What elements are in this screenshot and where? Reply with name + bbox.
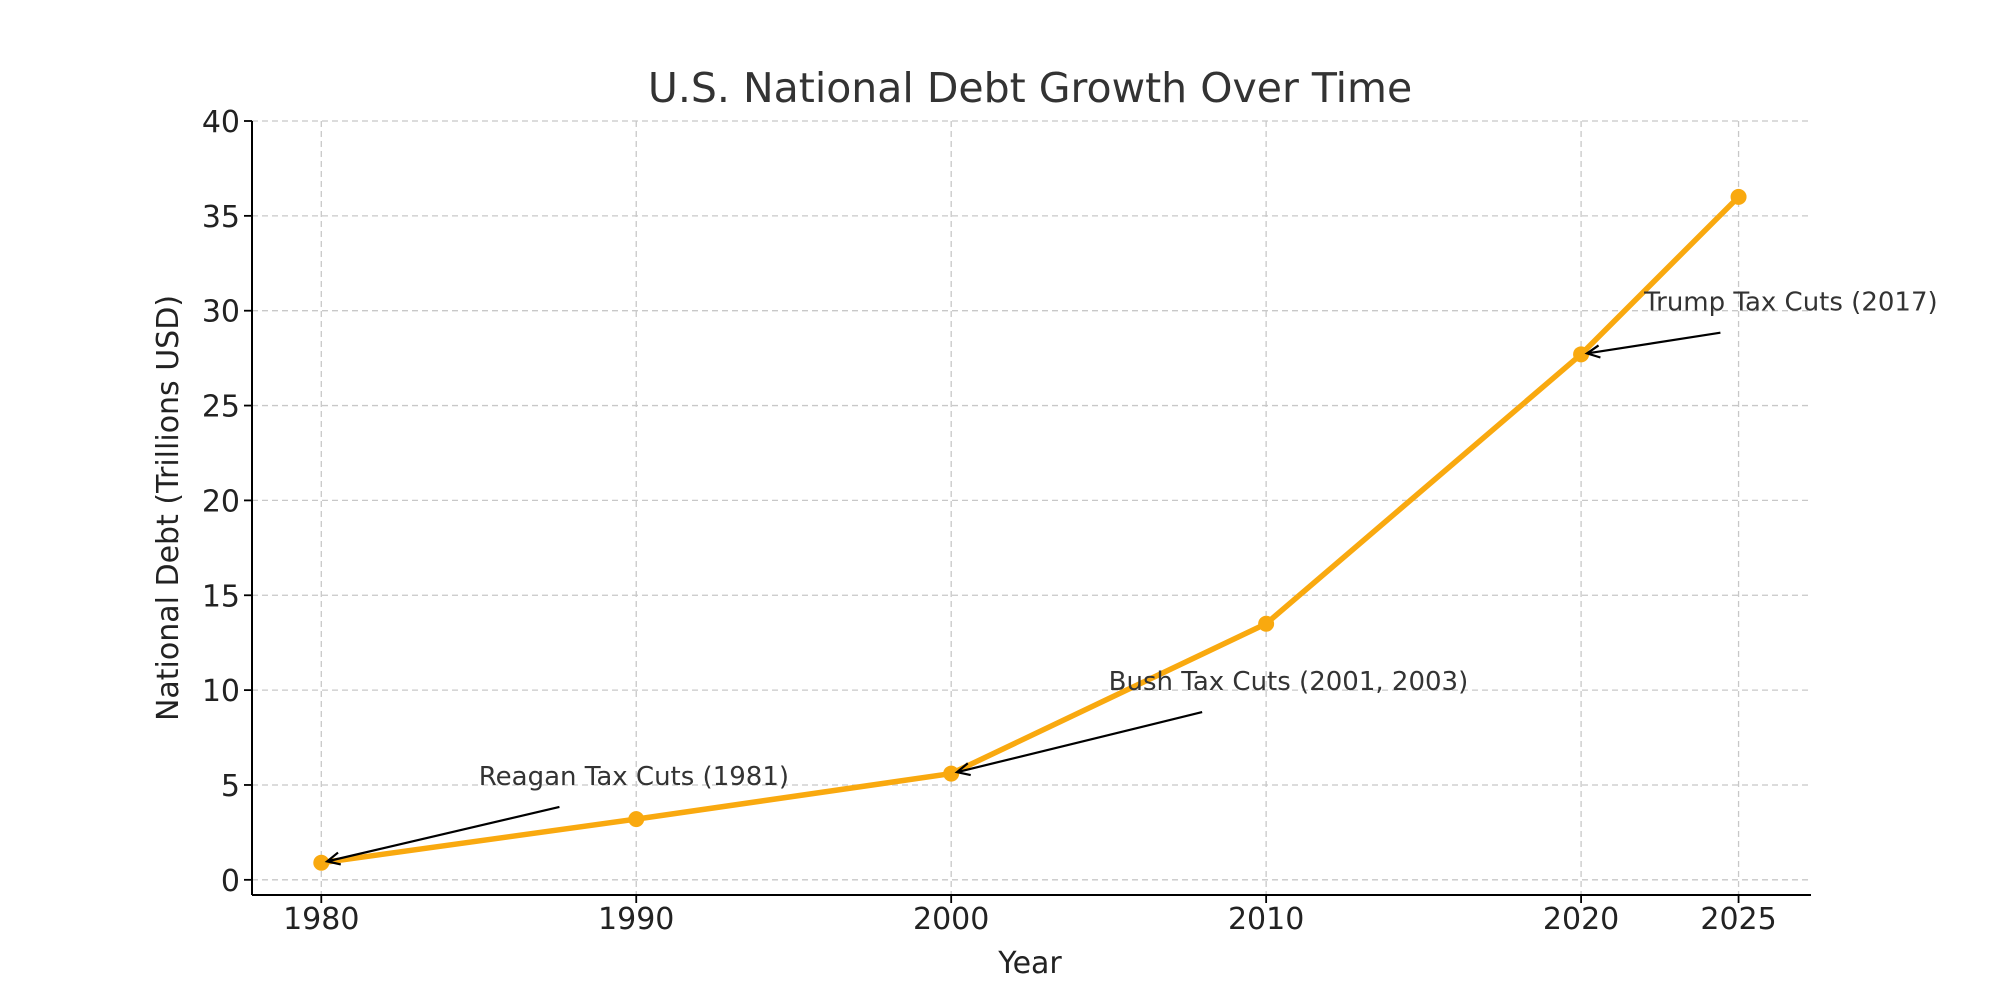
y-tick-label: 25: [202, 390, 240, 425]
series: [313, 188, 1747, 871]
y-tick-label: 35: [202, 200, 240, 235]
data-point: [1258, 615, 1275, 632]
data-point: [1730, 188, 1747, 205]
series-line: [320, 194, 1741, 866]
y-tick-label: 10: [202, 674, 240, 709]
annotation-label: Bush Tax Cuts (2001, 2003): [1109, 667, 1469, 697]
data-point: [628, 811, 645, 828]
annotation-label: Trump Tax Cuts (2017): [1643, 288, 1938, 318]
annotation-arrow: [1586, 331, 1721, 355]
axes: [251, 121, 1811, 896]
x-tick-label: 2025: [1700, 902, 1776, 937]
data-point: [1573, 346, 1590, 363]
y-tick-label: 5: [221, 769, 240, 804]
y-tick-label: 30: [202, 295, 240, 330]
y-tick-label: 0: [221, 864, 240, 899]
chart-title: U.S. National Debt Growth Over Time: [648, 64, 1412, 112]
x-tick-label: 2010: [1228, 902, 1304, 937]
data-point: [313, 854, 330, 871]
annotation-arrowhead: [954, 762, 971, 777]
x-tick-label: 1990: [598, 902, 674, 937]
annotation-arrowhead: [1584, 344, 1601, 359]
annotation-arrowhead: [324, 851, 342, 866]
y-tick-label: 15: [202, 579, 240, 614]
data-point: [943, 765, 960, 782]
annotation-arrow: [326, 805, 560, 863]
x-tick-label: 2020: [1543, 902, 1619, 937]
annotation-arrow: [956, 711, 1203, 774]
y-tick-label: 40: [202, 105, 240, 140]
y-tick-label: 20: [202, 484, 240, 519]
annotation-label: Reagan Tax Cuts (1981): [479, 762, 789, 792]
x-axis-label: Year: [997, 946, 1062, 981]
y-axis-label: National Debt (Trillions USD): [151, 295, 186, 721]
x-tick-label: 2000: [913, 902, 989, 937]
annotations: Reagan Tax Cuts (1981) Bush Tax Cuts (200…: [324, 288, 1938, 866]
x-tick-label: 1980: [283, 902, 359, 937]
